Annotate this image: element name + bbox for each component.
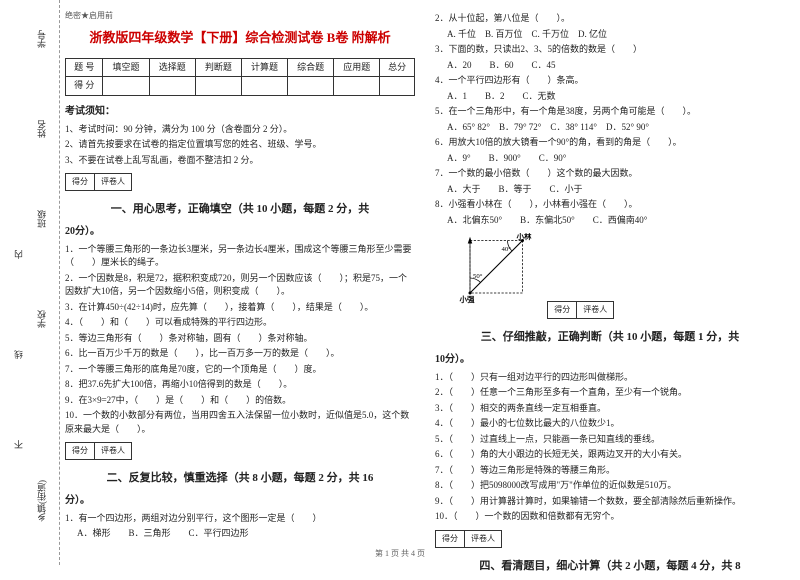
question: 1．（ ）只有一组对边平行的四边形叫做梯形。 [435, 371, 785, 385]
binding-sidebar: 学号 姓名 班级 学校 乡镇(街道) 内 线 不 [0, 0, 60, 565]
options: A. 千位 B. 百万位 C. 千万位 D. 亿位 [435, 28, 785, 42]
question: 5．在一个三角形中，有一个角是38度，另两个角可能是（ ）。 [435, 105, 785, 119]
svg-text:小强: 小强 [460, 294, 475, 304]
question: 10．（ ）一个数的因数和倍数都有无穷个。 [435, 510, 785, 524]
question: 3．下面的数，只读出2、3、5的倍数的数是（ ） [435, 43, 785, 57]
question: 6．（ ）角的大小跟边的长短无关，跟两边叉开的大小有关。 [435, 448, 785, 462]
right-column: 2．从十位起，第八位是（ ）。 A. 千位 B. 百万位 C. 千万位 D. 亿… [435, 10, 785, 580]
question: 2．从十位起，第八位是（ ）。 [435, 12, 785, 26]
section3-title2: 10分）。 [435, 352, 785, 367]
grader-box: 得分评卷人 [65, 173, 132, 191]
question: 3．在计算450÷(42÷14)时，应先算（ ），接着算（ ），结果是（ ）。 [65, 301, 415, 315]
sidebar-label: 学号 [35, 30, 48, 48]
section1-title: 一、用心思考，正确填空（共 10 小题，每题 2 分，共 [65, 201, 415, 218]
options: A．65° 82° B．79° 72° C．38° 114° D．52° 90° [435, 121, 785, 135]
confidential-label: 绝密★启用前 [65, 10, 415, 22]
exam-title: 浙教版四年级数学【下册】综合检测试卷 B卷 附解析 [65, 28, 415, 48]
question: 4．（ ）最小的七位数比最大的八位数少1。 [435, 417, 785, 431]
notice-item: 3、不要在试卷上乱写乱画，卷面不整洁扣 2 分。 [65, 154, 415, 168]
section2-title: 二、反复比较，慎重选择（共 8 小题，每题 2 分，共 16 [65, 470, 415, 487]
notice-title: 考试须知： [65, 104, 415, 119]
question: 6．比一百万少千万的数是（ ），比一百万多一万的数是（ ）。 [65, 347, 415, 361]
question: 1．有一个四边形，两组对边分别平行，这个图形一定是（ ） [65, 512, 415, 526]
question: 9．在3×9=27中，（ ）是（ ）和（ ）的倍数。 [65, 394, 415, 408]
options: A．梯形 B．三角形 C．平行四边形 [65, 527, 415, 541]
options: A．9° B．900° C．90° [435, 152, 785, 166]
section3-title: 三、仔细推敲，正确判断（共 10 小题，每题 1 分，共 [435, 329, 785, 346]
question: 3．（ ）相交的两条直线一定互相垂直。 [435, 402, 785, 416]
question: 9．（ ）用计算器计算时，如果输错一个数数，要全部清除然后重新操作。 [435, 495, 785, 509]
section1-title2: 20分）。 [65, 224, 415, 239]
options: A．大于 B．等于 C．小于 [435, 183, 785, 197]
sidebar-dash: 内 [12, 250, 25, 259]
options: A．1 B．2 C．无数 [435, 90, 785, 104]
question: 7．一个等腰三角形的底角是70度，它的一个顶角是（ ）度。 [65, 363, 415, 377]
question: 8．小强看小林在（ ），小林看小强在（ ）。 [435, 198, 785, 212]
table-row: 题 号 填空题 选择题 判断题 计算题 综合题 应用题 总分 [66, 58, 415, 77]
question: 2．（ ）任意一个三角形至多有一个直角，至少有一个锐角。 [435, 386, 785, 400]
main-content: 绝密★启用前 浙教版四年级数学【下册】综合检测试卷 B卷 附解析 题 号 填空题… [65, 10, 790, 580]
options: A．北偏东50° B．东偏北50° C．西偏南40° [435, 214, 785, 228]
section2-title2: 分）。 [65, 493, 415, 508]
grader-box: 得分评卷人 [65, 442, 132, 460]
score-table: 题 号 填空题 选择题 判断题 计算题 综合题 应用题 总分 得 分 [65, 58, 415, 96]
page-footer: 第 1 页 共 4 页 [0, 548, 800, 559]
sidebar-label: 姓名 [35, 120, 48, 138]
question: 5．等边三角形有（ ）条对称轴，圆有（ ）条对称轴。 [65, 332, 415, 346]
sidebar-label: 乡镇(街道) [35, 480, 48, 522]
sidebar-dash: 线 [12, 350, 25, 359]
question: 4．（ ）和（ ）可以看成特殊的平行四边形。 [65, 316, 415, 330]
angle-diagram: 小林 小强 50° 40° [455, 233, 545, 308]
grader-box: 得分评卷人 [547, 301, 614, 319]
question: 10．一个数的小数部分有两位，当用四舍五入法保留一位小数时，近似值是5.0，这个… [65, 409, 415, 436]
question: 7．（ ）等边三角形是特殊的等腰三角形。 [435, 464, 785, 478]
section4-title: 四、看清题目，细心计算（共 2 小题，每题 4 分，共 8 [435, 558, 785, 575]
question: 8．（ ）把5098000改写成用"万"作单位的近似数是510万。 [435, 479, 785, 493]
sidebar-label: 班级 [35, 210, 48, 228]
svg-text:小林: 小林 [517, 233, 532, 241]
svg-text:40°: 40° [502, 246, 512, 253]
notice-item: 1、考试时间：90 分钟，满分为 100 分（含卷面分 2 分）。 [65, 123, 415, 137]
question: 6．用放大10倍的放大镜看一个90°的角，看到的角是（ ）。 [435, 136, 785, 150]
sidebar-dash: 不 [12, 440, 25, 449]
question: 1．一个等腰三角形的一条边长3厘米，另一条边长4厘米，围成这个等腰三角形至少需要… [65, 243, 415, 270]
options: A．20 B．60 C．45 [435, 59, 785, 73]
question: 4．一个平行四边形有（ ）条高。 [435, 74, 785, 88]
table-row: 得 分 [66, 77, 415, 96]
question: 8．把37.6先扩大100倍，再缩小10倍得到的数是（ ）。 [65, 378, 415, 392]
grader-box: 得分评卷人 [435, 530, 502, 548]
question: 7．一个数的最小倍数（ ）这个数的最大因数。 [435, 167, 785, 181]
notice-item: 2、请首先按要求在试卷的指定位置填写您的姓名、班级、学号。 [65, 138, 415, 152]
sidebar-label: 学校 [35, 310, 48, 328]
left-column: 绝密★启用前 浙教版四年级数学【下册】综合检测试卷 B卷 附解析 题 号 填空题… [65, 10, 415, 580]
question: 2．一个因数是8，积是72，据积积变成720，则另一个因数应该（ ）；积是75，… [65, 272, 415, 299]
question: 5．（ ）过直线上一点，只能画一条已知直线的垂线。 [435, 433, 785, 447]
